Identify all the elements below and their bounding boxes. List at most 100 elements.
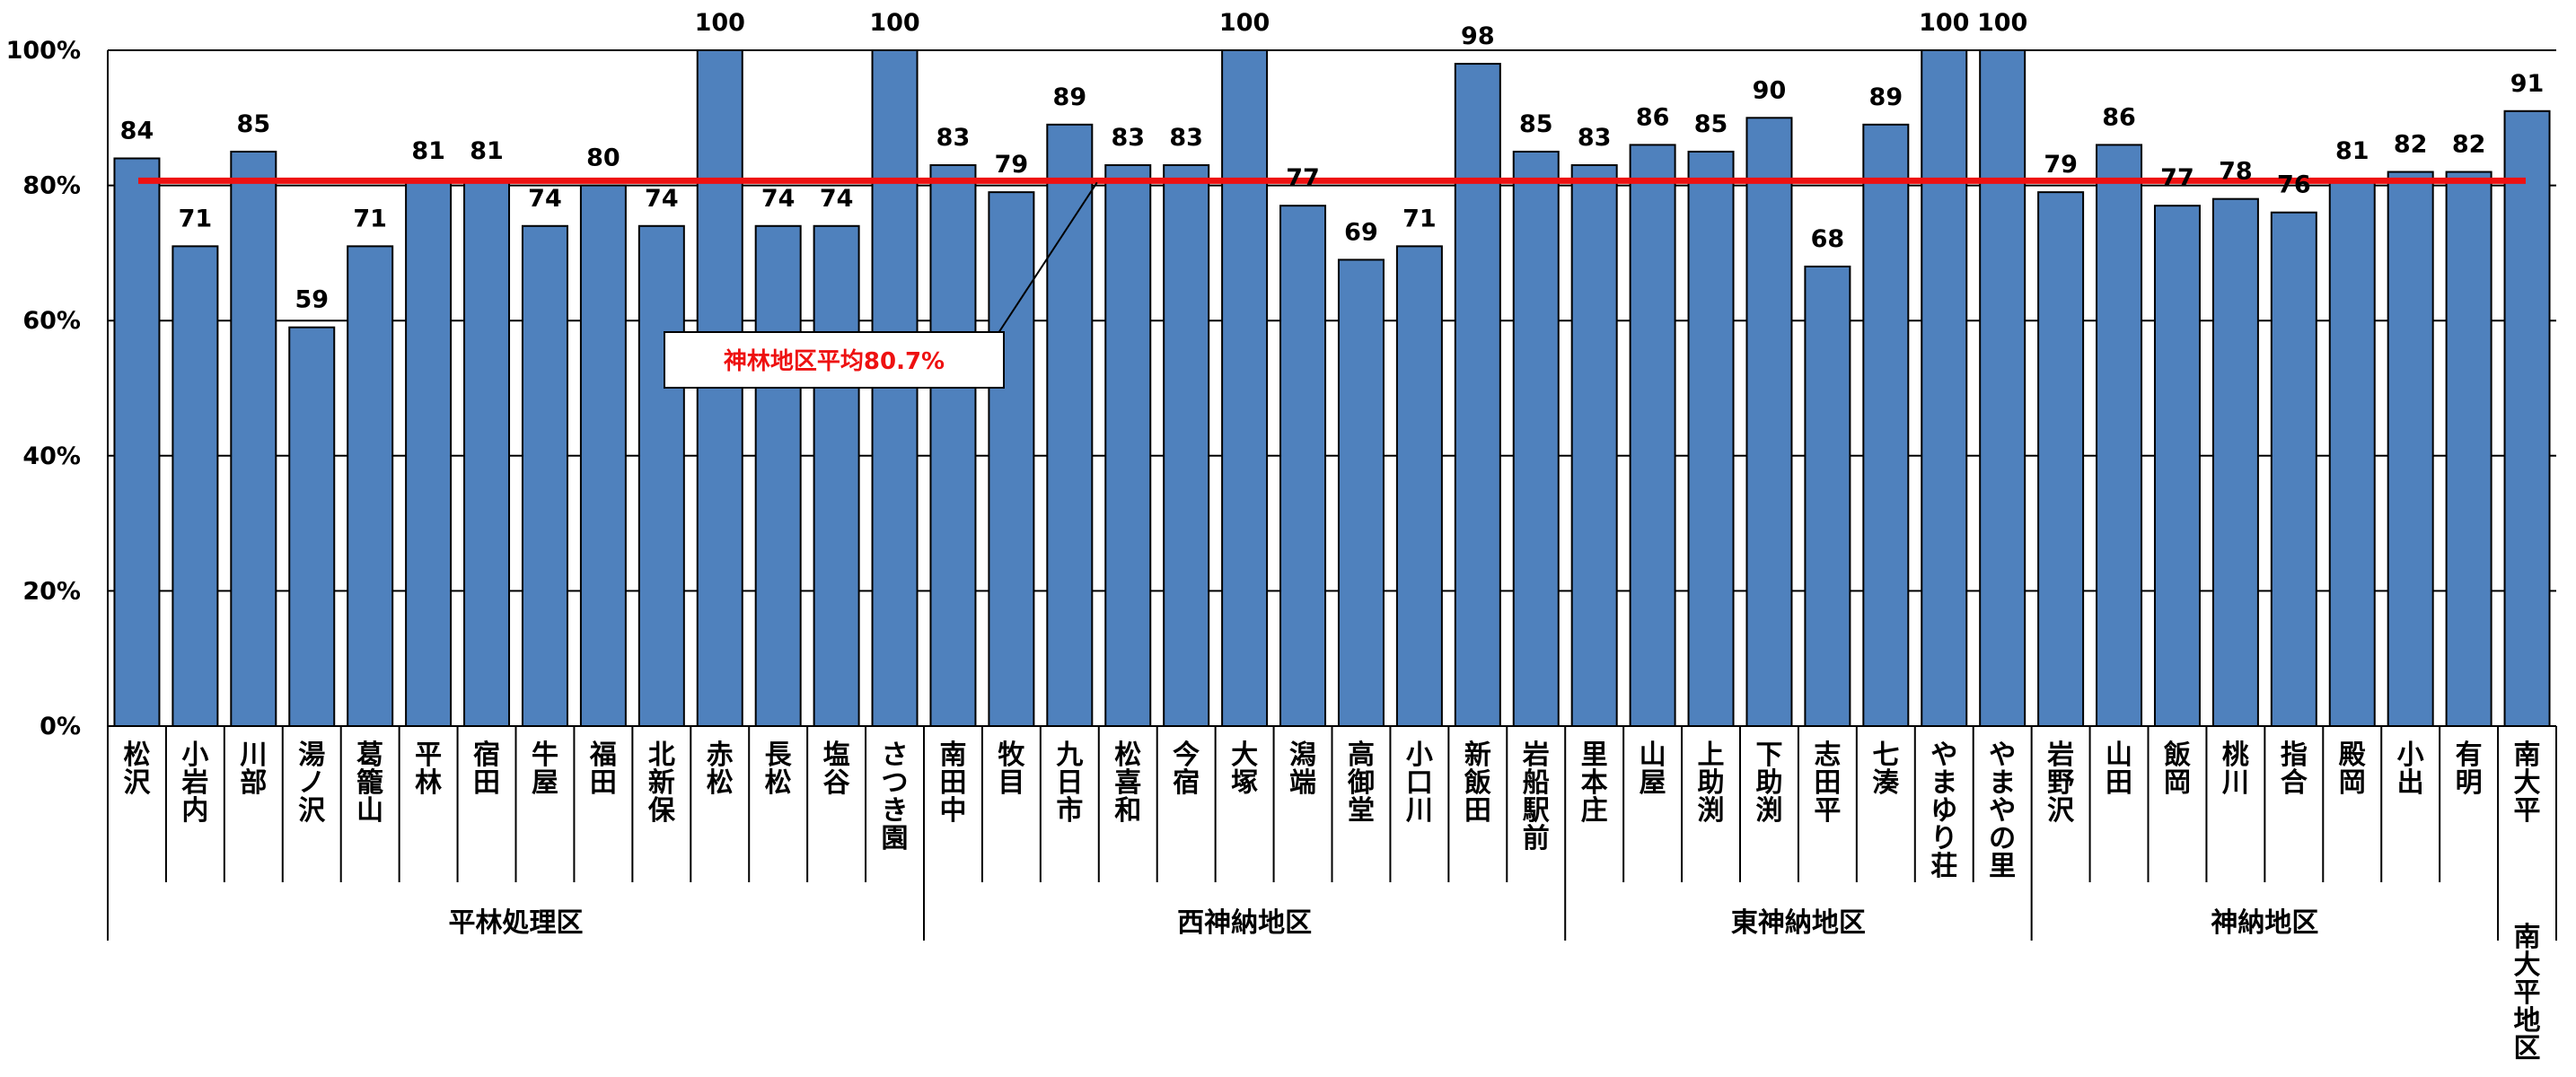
- category-label: 今宿: [1173, 740, 1200, 799]
- data-label: 84: [120, 117, 154, 144]
- data-label: 81: [470, 137, 504, 165]
- category-label: 岩船駅前: [1523, 740, 1550, 854]
- y-tick-label: 80%: [22, 172, 81, 200]
- bar: [579, 184, 627, 728]
- bar: [2270, 211, 2317, 728]
- bar: [813, 224, 860, 727]
- category-label: 志田平: [1814, 740, 1841, 827]
- bar: [1395, 245, 1443, 727]
- data-label: 83: [1578, 124, 1612, 152]
- data-label: 86: [2102, 103, 2136, 131]
- data-label: 77: [2160, 164, 2194, 192]
- y-tick-label: 100%: [6, 37, 81, 65]
- category-label: 南大平: [2514, 740, 2541, 827]
- data-label: 76: [2277, 171, 2311, 199]
- y-tick-label: 0%: [40, 713, 81, 740]
- bar: [405, 178, 453, 727]
- data-label: 82: [2452, 131, 2486, 159]
- bar: [1454, 63, 1501, 727]
- data-label: 81: [2335, 137, 2369, 165]
- data-label: 79: [2044, 151, 2078, 179]
- bar: [1804, 265, 1851, 727]
- data-label: 81: [411, 137, 445, 165]
- category-label: 新飯田: [1464, 740, 1491, 827]
- bar: [2153, 205, 2201, 727]
- bar: [171, 245, 219, 727]
- bar: [2211, 197, 2259, 728]
- data-label: 89: [1053, 83, 1087, 111]
- data-label: 68: [1811, 225, 1845, 253]
- category-label: 高御堂: [1347, 740, 1375, 827]
- category-label: 飯岡: [2164, 740, 2191, 799]
- category-label: 岩野沢: [2047, 740, 2075, 827]
- bar: [347, 245, 394, 727]
- bar: [1163, 164, 1210, 727]
- data-label: 74: [645, 185, 679, 213]
- category-label: 小岩内: [181, 740, 208, 827]
- data-label: 90: [1753, 76, 1787, 104]
- bar: [2503, 109, 2551, 727]
- category-label: 北新保: [648, 740, 676, 827]
- category-label: やまやの里: [1989, 740, 2016, 882]
- data-label: 71: [1402, 205, 1437, 232]
- data-label: 74: [820, 185, 854, 213]
- category-label: 塩谷: [823, 740, 850, 799]
- bar: [2387, 171, 2434, 728]
- category-label: 桃川: [2222, 740, 2249, 799]
- bar: [1687, 150, 1735, 727]
- bar: [113, 157, 161, 728]
- data-label: 85: [237, 110, 271, 138]
- category-label: 上助渕: [1698, 740, 1725, 827]
- category-label: 九日市: [1056, 740, 1083, 827]
- category-label: 有明: [2456, 740, 2483, 799]
- category-label: 小口川: [1406, 740, 1433, 827]
- data-label: 59: [295, 286, 329, 314]
- data-label: 100: [695, 9, 745, 37]
- data-label: 85: [1694, 110, 1728, 138]
- category-label: 殿岡: [2339, 740, 2366, 799]
- group-label: 東神納地区: [1731, 907, 1866, 939]
- category-label: 里本庄: [1581, 740, 1608, 827]
- data-label: 69: [1344, 218, 1378, 246]
- bar: [1921, 49, 1968, 727]
- bar: [521, 224, 568, 727]
- bar: [637, 224, 685, 727]
- data-label: 100: [1977, 9, 2027, 37]
- category-label: 山屋: [1640, 740, 1666, 799]
- category-label: 赤松: [707, 740, 734, 799]
- category-label: 松沢: [123, 740, 151, 799]
- bar: [230, 150, 277, 727]
- bar: [288, 326, 336, 727]
- data-label: 89: [1869, 83, 1903, 111]
- bar: [929, 164, 977, 727]
- data-label: 91: [2510, 70, 2545, 98]
- average-callout-box: [664, 331, 1005, 389]
- category-label: 潟端: [1289, 740, 1316, 799]
- data-label: 71: [179, 205, 213, 232]
- bar: [1104, 164, 1152, 727]
- bar: [1629, 144, 1676, 728]
- bar: [1337, 258, 1385, 727]
- data-label: 74: [528, 185, 562, 213]
- data-label: 83: [936, 124, 971, 152]
- bar: [1570, 164, 1618, 727]
- category-label: 葛籠山: [356, 740, 383, 827]
- category-label: 山田: [2106, 740, 2132, 799]
- category-label: 牧目: [998, 740, 1025, 799]
- category-label: 大塚: [1231, 740, 1258, 799]
- bar: [988, 191, 1035, 727]
- data-label: 100: [1219, 9, 1270, 37]
- bar: [2328, 178, 2376, 727]
- bar: [1745, 117, 1793, 728]
- category-label: 牛屋: [532, 740, 558, 799]
- y-tick-label: 20%: [22, 577, 81, 605]
- y-tick-label: 40%: [22, 442, 81, 470]
- data-label: 83: [1169, 124, 1203, 152]
- data-label: 83: [1111, 124, 1145, 152]
- category-label: やまゆり荘: [1930, 740, 1957, 882]
- data-label: 82: [2394, 131, 2428, 159]
- group-label: 神納地区: [2211, 907, 2318, 939]
- bar: [1862, 123, 1910, 727]
- bar: [1221, 49, 1269, 727]
